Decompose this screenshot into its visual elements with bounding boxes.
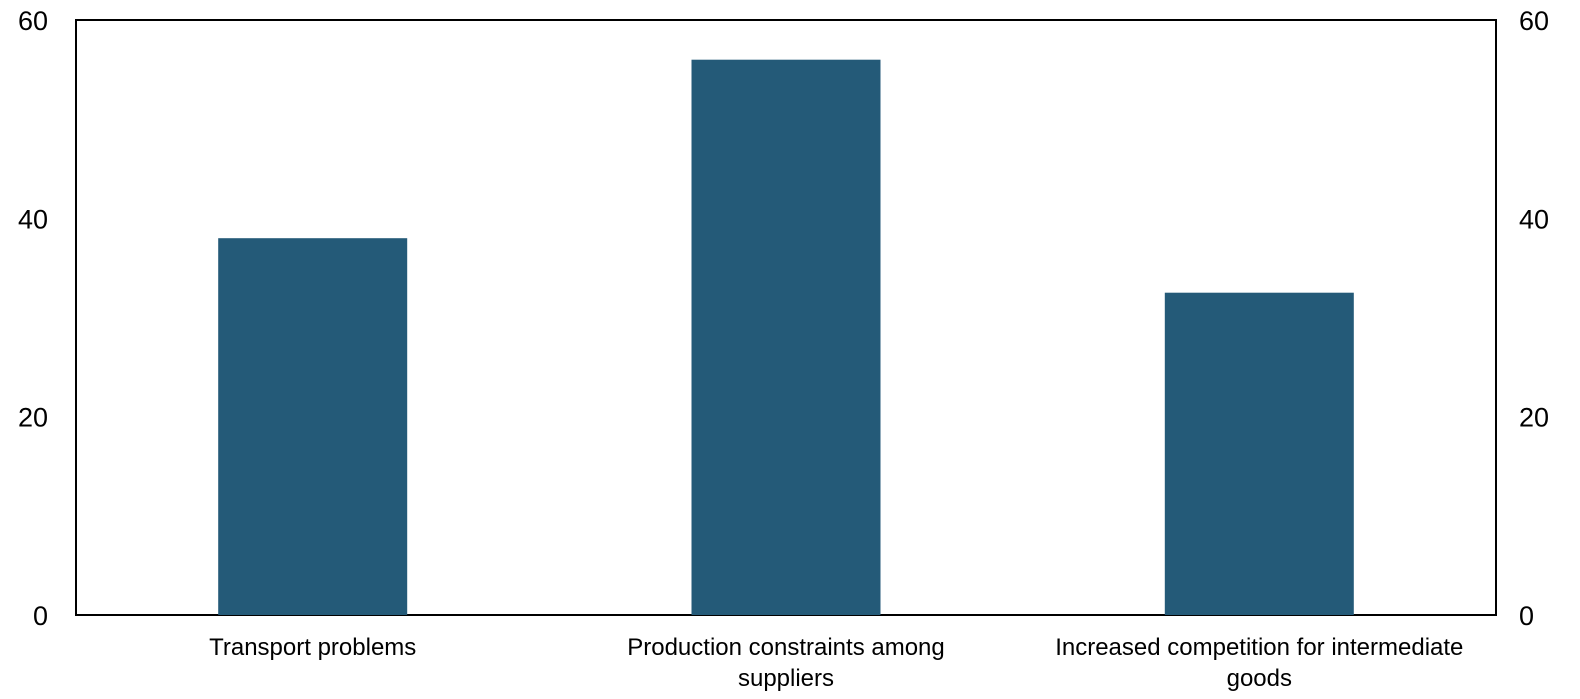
left-tick-label: 0 — [33, 601, 48, 631]
right-tick-label: 60 — [1519, 6, 1549, 36]
left-tick-label: 40 — [18, 204, 48, 234]
right-axis-tick-labels: 0 20 40 60 — [1519, 6, 1549, 631]
category-label-1: Production constraints among suppliers — [627, 634, 945, 692]
left-tick-label: 60 — [18, 6, 48, 36]
bar-2 — [1164, 292, 1354, 615]
left-tick-label: 20 — [18, 403, 48, 433]
category-label-0: Transport problems — [209, 634, 416, 661]
category-label-line: Transport problems — [209, 634, 416, 661]
category-label-line: goods — [1227, 665, 1292, 692]
bar-0 — [218, 238, 408, 615]
category-label-line: suppliers — [738, 665, 834, 692]
category-label-line: Increased competition for intermediate — [1055, 634, 1463, 661]
category-axis-labels: Transport problems Production constraints… — [209, 634, 1463, 692]
category-label-line: Production constraints among — [627, 634, 945, 661]
right-tick-label: 40 — [1519, 204, 1549, 234]
right-tick-label: 0 — [1519, 601, 1534, 631]
bars-layer — [218, 59, 1354, 615]
category-label-2: Increased competition for intermediate go… — [1055, 634, 1463, 692]
right-tick-label: 20 — [1519, 403, 1549, 433]
left-axis-tick-labels: 0 20 40 60 — [18, 6, 48, 631]
bar-1 — [691, 59, 881, 615]
